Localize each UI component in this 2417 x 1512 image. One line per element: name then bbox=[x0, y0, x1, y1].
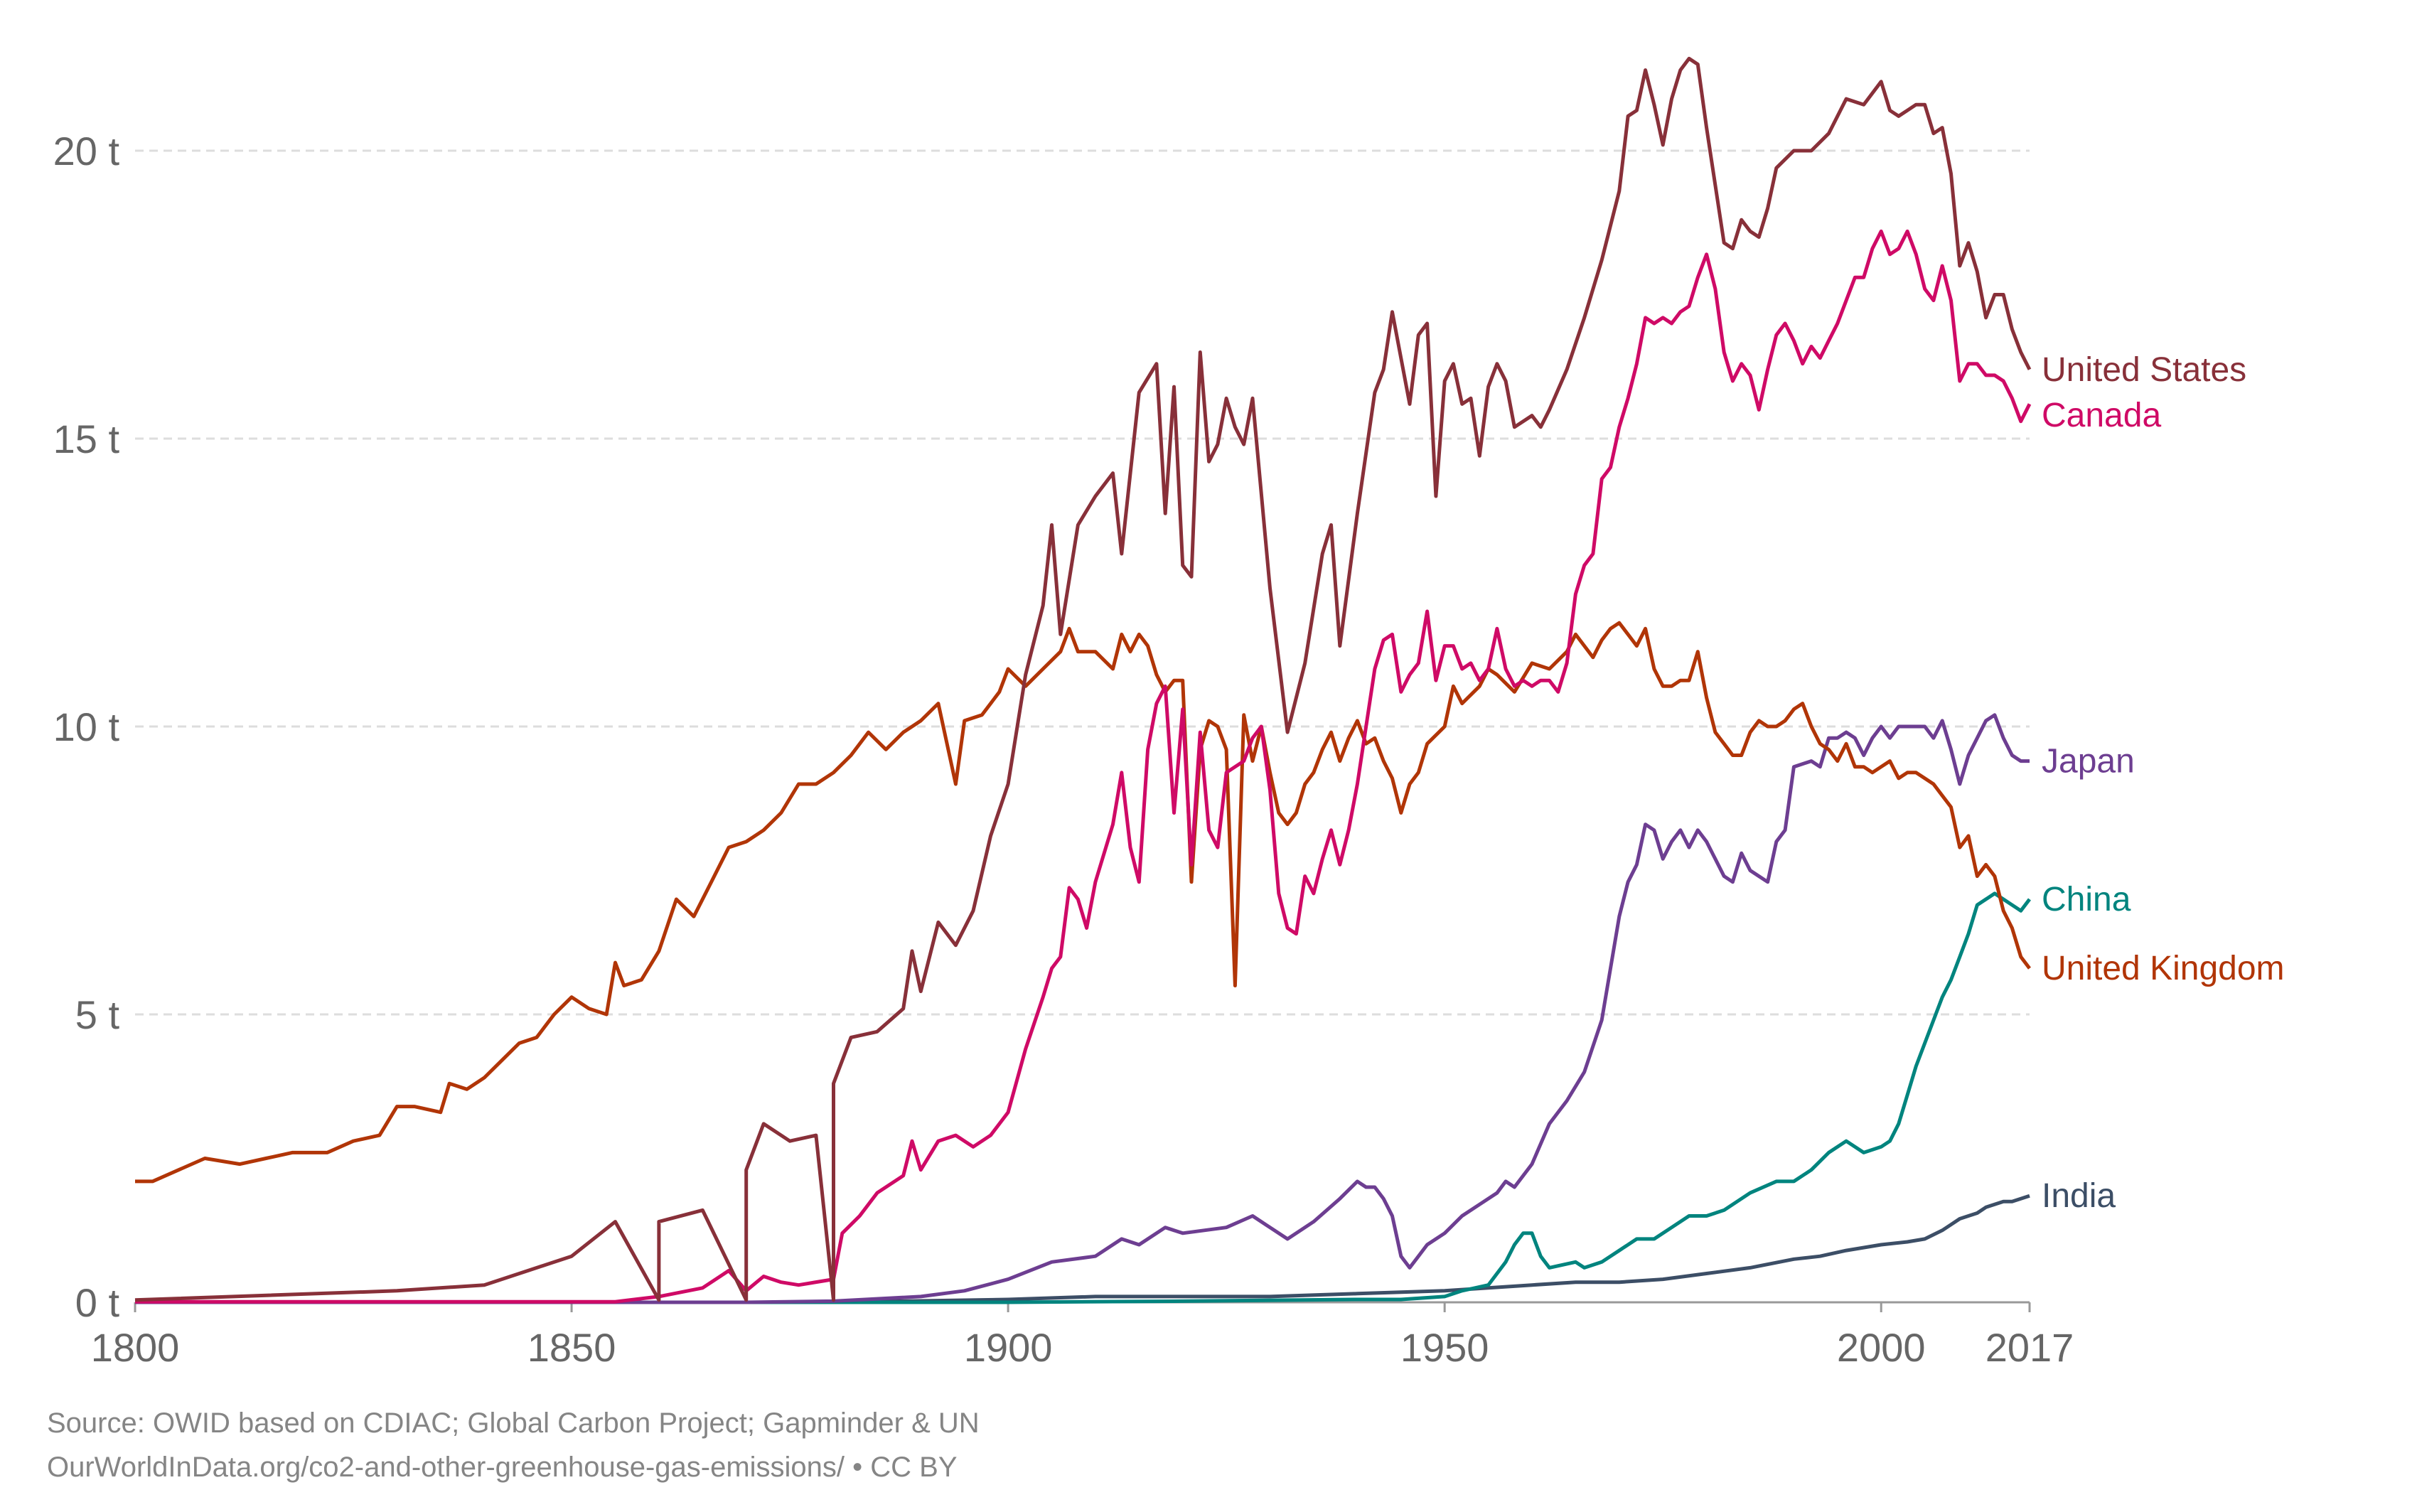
footer-url[interactable]: OurWorldInData.org/co2-and-other-greenho… bbox=[47, 1452, 958, 1483]
x-tick-label-2017: 2017 bbox=[1985, 1325, 2074, 1370]
series-label-china: China bbox=[2042, 881, 2131, 918]
series-line-canada bbox=[135, 229, 2032, 1304]
x-tick-label-1850: 1850 bbox=[527, 1325, 616, 1370]
series-label-canada: Canada bbox=[2042, 397, 2161, 434]
series-line-china bbox=[135, 891, 2031, 1304]
x-axis-tick-labels: 1800 1850 1900 1950 2000 2017 bbox=[91, 1325, 2074, 1370]
series-labels: United States Canada Japan China United … bbox=[2042, 351, 2285, 1215]
series-lines bbox=[134, 56, 2032, 1304]
y-tick-label-20: 20 t bbox=[53, 129, 120, 173]
x-tick-label-2000: 2000 bbox=[1837, 1325, 1926, 1370]
y-axis-tick-labels: 0 t 5 t 10 t 15 t 20 t bbox=[53, 129, 120, 1325]
series-line-united-kingdom bbox=[135, 621, 2031, 1184]
series-label-united-states: United States bbox=[2042, 351, 2246, 389]
y-tick-label-15: 15 t bbox=[53, 417, 120, 461]
y-tick-label-0: 0 t bbox=[75, 1280, 120, 1325]
footer-source: Source: OWID based on CDIAC; Global Carb… bbox=[47, 1408, 980, 1439]
series-line-united-states bbox=[134, 56, 2032, 1302]
series-line-japan bbox=[135, 713, 2030, 1304]
x-tick-label-1900: 1900 bbox=[964, 1325, 1053, 1370]
y-tick-label-5: 5 t bbox=[75, 992, 120, 1037]
y-tick-label-10: 10 t bbox=[53, 704, 120, 749]
series-label-united-kingdom: United Kingdom bbox=[2042, 950, 2285, 987]
series-line-india bbox=[135, 1194, 2030, 1304]
x-tick-label-1950: 1950 bbox=[1400, 1325, 1489, 1370]
gridlines bbox=[135, 149, 2030, 1016]
series-label-japan: Japan bbox=[2042, 743, 2135, 781]
x-tick-label-1800: 1800 bbox=[91, 1325, 180, 1370]
series-label-india: India bbox=[2042, 1177, 2116, 1215]
